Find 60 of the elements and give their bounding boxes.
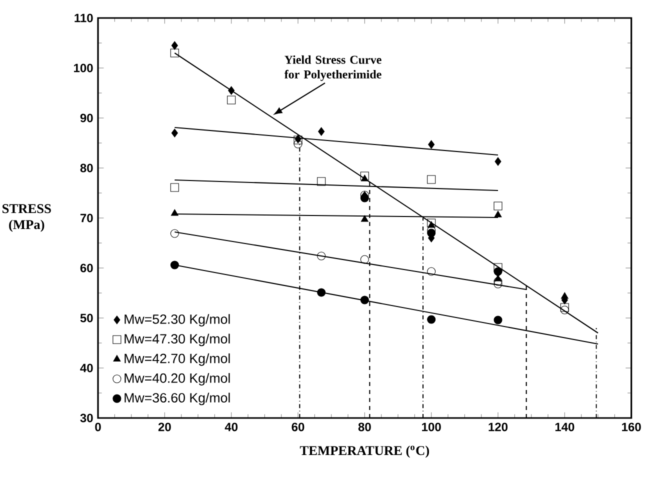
point bbox=[427, 228, 436, 238]
point bbox=[360, 296, 369, 304]
x-tick-label: 40 bbox=[224, 422, 238, 432]
x-tick-label: 0 bbox=[95, 422, 101, 432]
point bbox=[317, 177, 326, 186]
point bbox=[360, 194, 369, 202]
x-tick-label: 20 bbox=[158, 422, 171, 432]
x-tick-label: 120 bbox=[488, 422, 508, 432]
y-tick-label: 100 bbox=[74, 64, 93, 72]
x-tick-label: 80 bbox=[358, 422, 371, 432]
point bbox=[170, 209, 178, 216]
point bbox=[428, 140, 435, 149]
y-tick-label: 80 bbox=[80, 164, 93, 172]
point bbox=[171, 128, 178, 138]
y-tick-label: 110 bbox=[74, 14, 93, 22]
point bbox=[360, 172, 369, 180]
point bbox=[427, 218, 436, 228]
point bbox=[170, 229, 179, 238]
point bbox=[228, 86, 235, 95]
point bbox=[317, 252, 326, 260]
point bbox=[560, 306, 569, 314]
point bbox=[170, 183, 179, 192]
point bbox=[494, 316, 502, 324]
x-tick-label: 100 bbox=[422, 422, 441, 432]
legend-label: Mw=47.30 Kg/mol bbox=[124, 334, 230, 346]
point bbox=[294, 140, 302, 148]
legend-label: Mw=40.20 Kg/mol bbox=[124, 373, 230, 386]
legend-label: Mw=52.30 Kg/mol bbox=[124, 314, 230, 327]
y-tick-label: 40 bbox=[80, 364, 93, 372]
y-axis-title: STRESS (MPa) bbox=[2, 204, 51, 232]
point bbox=[560, 292, 568, 299]
point bbox=[360, 255, 369, 264]
point bbox=[427, 267, 436, 276]
point bbox=[560, 303, 569, 312]
y-tick-label: 60 bbox=[80, 264, 93, 272]
point bbox=[227, 96, 236, 104]
point bbox=[360, 174, 368, 182]
point bbox=[427, 315, 436, 324]
point bbox=[427, 175, 436, 184]
x-axis-title: TEMPERATURE ($^{o}$C) bbox=[300, 446, 430, 458]
point bbox=[360, 215, 368, 222]
point bbox=[318, 127, 325, 136]
annotation: Yield Stress Curve for Polyetherimide bbox=[284, 55, 382, 81]
point bbox=[317, 288, 326, 297]
point bbox=[494, 210, 502, 218]
point bbox=[494, 157, 502, 166]
y-tick-label: 50 bbox=[80, 314, 93, 322]
point bbox=[494, 263, 502, 272]
legend-label: Mw=36.60 Kg/mol bbox=[124, 392, 230, 406]
x-tick-label: 60 bbox=[292, 422, 304, 432]
x-tick-label: 140 bbox=[555, 422, 574, 432]
point bbox=[170, 260, 179, 270]
legend-label: Mw=42.70 Kg/mol bbox=[124, 353, 230, 366]
point bbox=[171, 41, 178, 50]
y-tick-label: 90 bbox=[80, 114, 93, 122]
point bbox=[170, 48, 179, 58]
y-tick-label: 30 bbox=[80, 414, 93, 422]
point bbox=[494, 202, 502, 210]
y-tick-label: 70 bbox=[80, 214, 93, 222]
x-tick-label: 160 bbox=[622, 422, 641, 432]
